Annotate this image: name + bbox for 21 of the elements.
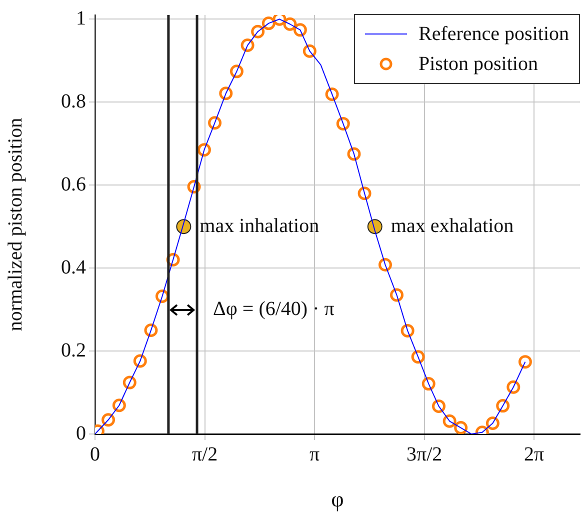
x-tick-label: 3π/2 bbox=[406, 443, 442, 466]
y-tick-label: 0.6 bbox=[61, 173, 86, 196]
legend-label: Piston position bbox=[418, 52, 538, 77]
y-tick-label: 0.4 bbox=[61, 256, 86, 278]
point bbox=[367, 219, 382, 234]
x-tick-label: 2π bbox=[524, 443, 544, 466]
y-axis-title: normalized piston position bbox=[4, 118, 26, 332]
annotation: Δφ = (6/40) · π bbox=[213, 298, 334, 320]
annotation: max inhalation bbox=[200, 214, 320, 237]
x-tick-label: π bbox=[309, 443, 320, 466]
point bbox=[176, 219, 192, 234]
y-tick-label: 0 bbox=[76, 422, 86, 444]
point bbox=[518, 355, 532, 369]
legend-label: Reference position bbox=[418, 22, 569, 47]
x-tick-label: π/2 bbox=[192, 443, 218, 466]
annotation: max exhalation bbox=[390, 214, 514, 237]
y-tick-label: 1 bbox=[76, 7, 86, 30]
y-tick-label: 0.8 bbox=[61, 90, 86, 112]
x-axis-title: φ bbox=[331, 486, 344, 512]
x-tick-label: 0 bbox=[90, 443, 100, 466]
y-tick-label: 0.2 bbox=[61, 339, 86, 362]
